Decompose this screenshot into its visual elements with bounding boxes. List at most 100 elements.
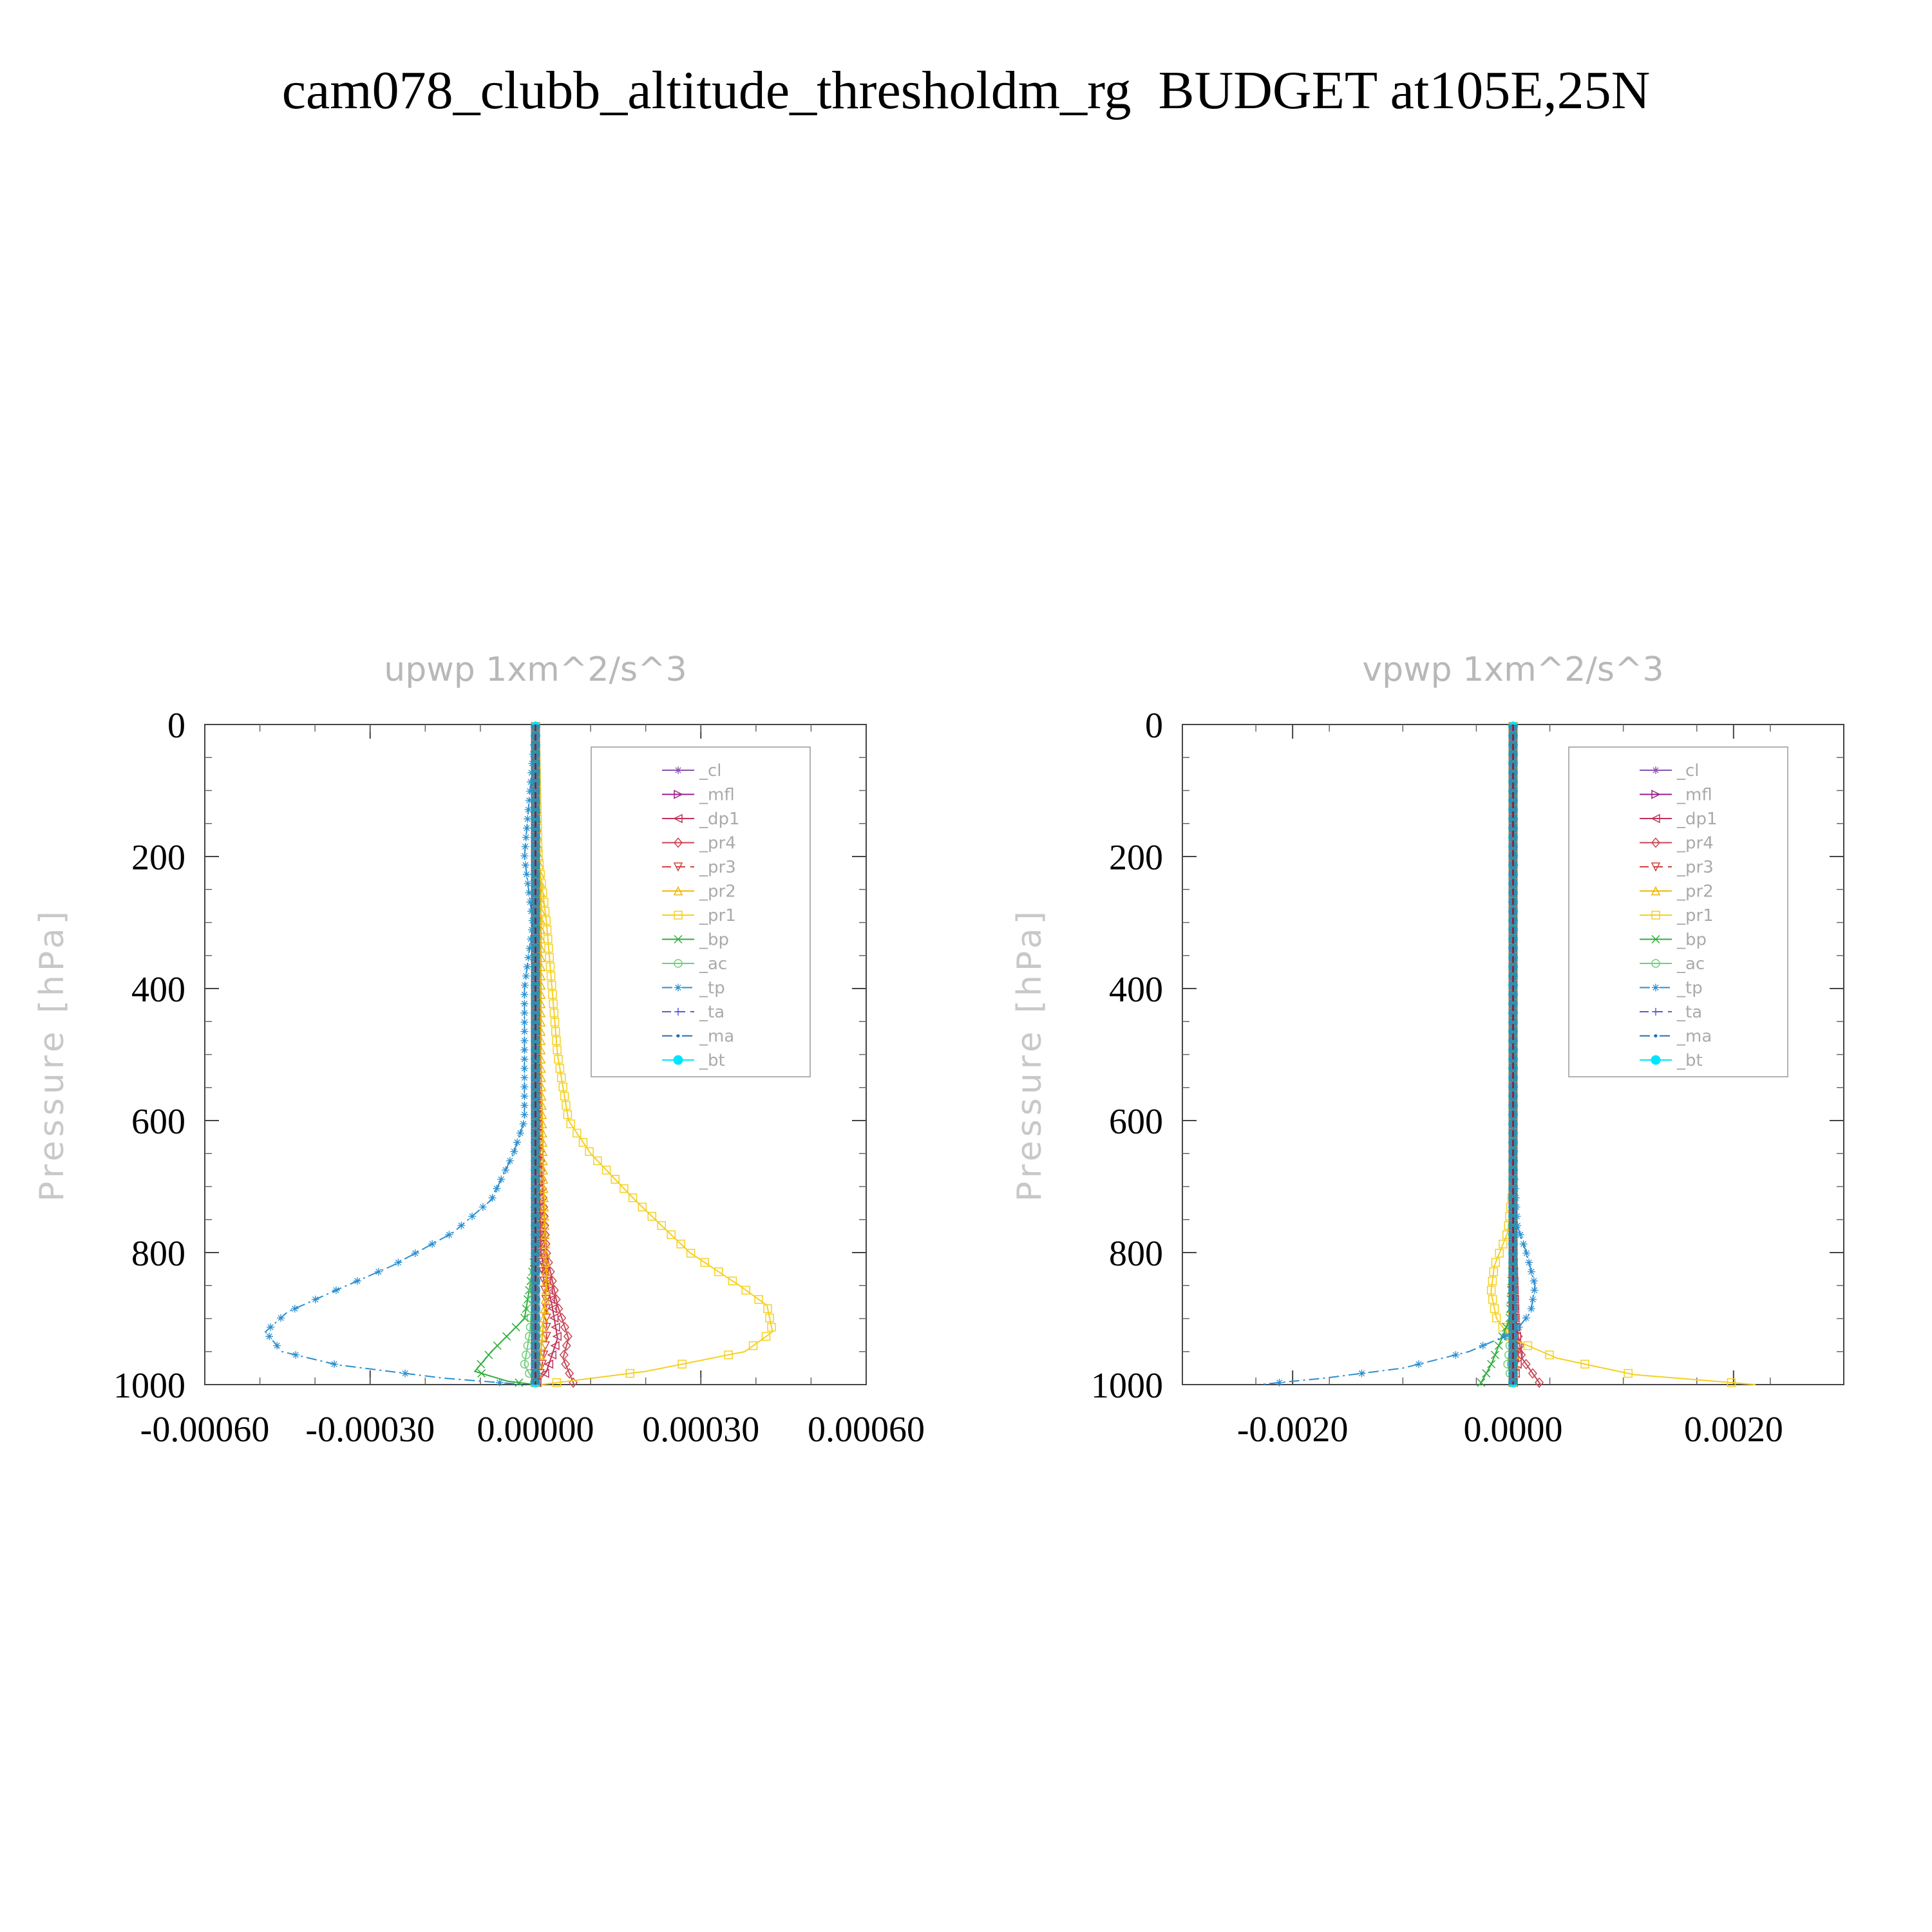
series-bp [473,722,540,1387]
legend-item: _pr3 [662,858,736,877]
data-point [700,1258,709,1267]
data-point [484,1350,493,1359]
data-point [1495,1249,1504,1258]
legend-label: _ac [699,954,727,974]
legend-label: _tp [699,979,725,998]
series-tp [1259,723,1539,1387]
data-point [520,1036,529,1045]
panel-title: upwp 1xm^2/s^3 [384,650,687,689]
data-point [520,1313,529,1323]
data-point [562,1340,571,1351]
data-point [1530,1286,1539,1294]
series-line [264,724,536,1385]
data-point [488,1193,497,1202]
legend-marker [674,766,682,774]
data-point [540,907,550,916]
data-point [724,1350,733,1359]
legend-label: _ac [1676,954,1705,974]
y-tick-label: 600 [131,1102,185,1142]
chart-panel-2: vpwp 1xm^2/s^3 Pressure [hPa] 0 200 400 600 80… [1010,650,1844,1450]
data-point [292,1350,300,1359]
data-point [522,972,530,980]
legend-item: _tp [1640,979,1703,998]
data-point [523,824,531,832]
data-point [551,1027,560,1036]
data-point [1482,1369,1491,1378]
data-point [477,1359,486,1368]
data-point [524,880,532,888]
data-point [411,1249,419,1258]
data-point [559,1349,569,1361]
data-point [524,806,533,814]
legend-label: _cl [699,761,722,781]
data-point [519,1120,527,1128]
legend-marker [1652,766,1660,774]
data-point [554,1054,563,1064]
data-point [578,1138,588,1147]
data-point [540,1220,550,1230]
data-point [540,1238,551,1249]
data-point [428,1240,437,1248]
legend-item: _ac [1640,954,1705,974]
data-point [552,1331,562,1341]
legend-item: _pr1 [1640,906,1714,925]
legend-marker [1651,959,1660,968]
legend: _cl _mfl _dp1 _pr4 _pr3 _pr2 _pr1 _bp _ac _tp _ta _… [1568,746,1788,1077]
data-point [540,1303,549,1313]
legend-label: _dp1 [1676,810,1718,829]
legend-item: _ma [662,1027,734,1046]
data-point [1486,1285,1496,1295]
data-point [477,1369,486,1378]
legend-marker [1654,1034,1658,1037]
data-point [1275,1378,1283,1387]
legend-label: _bt [699,1051,725,1070]
legend-label: _mfl [699,786,735,805]
data-point [538,1119,547,1128]
data-point [330,1360,339,1368]
legend-marker [676,1034,680,1037]
data-point [549,1009,559,1018]
legend-item: _dp1 [1640,810,1718,829]
legend-label: _pr2 [699,882,736,902]
x-tick-label: -0.00060 [140,1410,270,1450]
x-tick-label: 0.00000 [477,1410,594,1450]
data-point [1491,1258,1501,1267]
data-point [538,1128,547,1138]
legend-item: _mfl [662,786,735,805]
data-point [502,1166,510,1174]
legend-label: _pr2 [1676,882,1714,902]
data-point [562,1101,571,1110]
legend-marker [1651,790,1661,799]
data-point [1522,1249,1531,1258]
y-tick-label: 800 [1109,1234,1163,1274]
data-point [550,1018,560,1027]
legend-marker [674,983,682,992]
data-point [549,999,558,1009]
data-point [552,1036,561,1045]
y-tick-label: 200 [131,838,185,878]
data-point [539,1312,549,1323]
legend-label: _ta [1676,1003,1702,1022]
data-point [520,999,529,1008]
data-point [560,1092,569,1101]
legend-marker [674,911,683,920]
y-tick-label: 200 [1109,838,1163,878]
data-point [545,1266,555,1277]
data-point [765,1313,774,1323]
legend-item: _pr4 [1640,834,1714,853]
data-point [545,953,554,962]
data-point [548,990,557,999]
legend-item: _cl [1640,761,1700,781]
legend-item: _pr1 [662,906,736,925]
legend-marker [674,934,683,944]
y-tick-label: 600 [1109,1102,1163,1142]
data-point [541,1248,551,1258]
series-line [1259,724,1536,1385]
data-point [686,1249,696,1258]
data-point [511,1323,520,1332]
data-point [1535,1377,1544,1388]
data-point [520,851,529,860]
data-point [667,1230,676,1240]
legend-marker [674,790,683,799]
